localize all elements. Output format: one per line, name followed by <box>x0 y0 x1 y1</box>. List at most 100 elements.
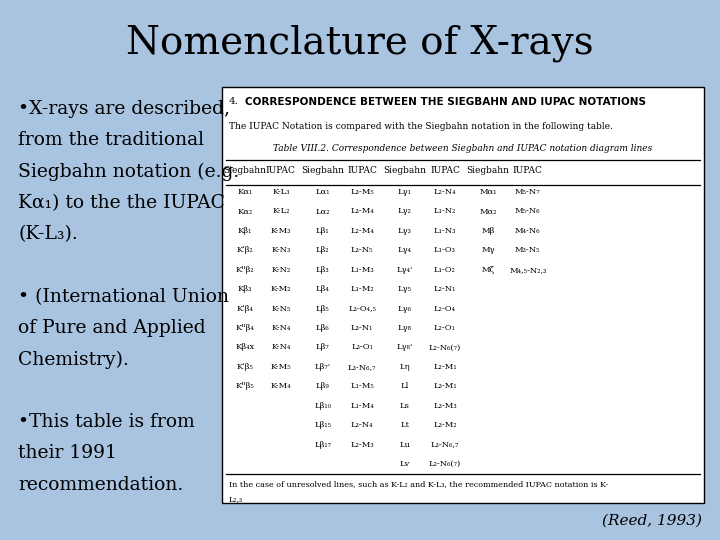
Text: Kα₂: Kα₂ <box>237 207 253 215</box>
Text: L₃-M₂: L₃-M₂ <box>433 421 456 429</box>
Text: IUPAC: IUPAC <box>513 166 543 176</box>
Text: Lγ₂: Lγ₂ <box>397 207 412 215</box>
Text: L₂-N₆(₇): L₂-N₆(₇) <box>429 343 461 352</box>
Text: K-M₄: K-M₄ <box>271 382 291 390</box>
Text: L₃-N₄: L₃-N₄ <box>351 421 374 429</box>
Text: (Reed, 1993): (Reed, 1993) <box>602 514 702 528</box>
Text: Kβ₄x: Kβ₄x <box>235 343 254 352</box>
Text: K-N₃: K-N₃ <box>271 246 290 254</box>
Text: IUPAC: IUPAC <box>347 166 377 176</box>
Text: M₄-N₆: M₄-N₆ <box>515 227 541 235</box>
Text: •X-rays are described,: •X-rays are described, <box>18 100 230 118</box>
Text: Chemistry).: Chemistry). <box>18 350 129 369</box>
Text: L₂-M₁: L₂-M₁ <box>433 363 456 371</box>
Text: K-N₄: K-N₄ <box>271 324 290 332</box>
Text: Kʹβ₂: Kʹβ₂ <box>236 246 253 254</box>
Text: Mα₁: Mα₁ <box>480 188 497 196</box>
Text: Mα₂: Mα₂ <box>480 207 497 215</box>
Text: Lβ₇': Lβ₇' <box>315 363 330 371</box>
Text: recommendation.: recommendation. <box>18 476 184 494</box>
Text: L₃-M₄: L₃-M₄ <box>351 207 374 215</box>
Text: Kα₁: Kα₁ <box>237 188 253 196</box>
Text: Lγ₄: Lγ₄ <box>397 246 412 254</box>
Text: L₃-N₁: L₃-N₁ <box>351 324 374 332</box>
Text: L₁-O₃: L₁-O₃ <box>434 246 456 254</box>
Text: Lγ₅: Lγ₅ <box>397 285 412 293</box>
Text: Lγ₈: Lγ₈ <box>397 324 412 332</box>
Text: Lα₁: Lα₁ <box>315 188 330 196</box>
Text: L₃-N₆,₇: L₃-N₆,₇ <box>431 441 459 449</box>
Text: K-N₄: K-N₄ <box>271 343 290 352</box>
Text: Kᴵᴵβ₂: Kᴵᴵβ₂ <box>235 266 254 274</box>
Text: Ll: Ll <box>400 382 409 390</box>
FancyBboxPatch shape <box>222 87 704 503</box>
Text: Lβ₃: Lβ₃ <box>316 266 329 274</box>
Text: K-N₅: K-N₅ <box>271 305 290 313</box>
Text: Kʹβ₅: Kʹβ₅ <box>236 363 253 371</box>
Text: L₂,₃: L₂,₃ <box>229 495 243 503</box>
Text: L₃-M₁: L₃-M₁ <box>433 382 456 390</box>
Text: Kᴵᴵβ₄: Kᴵᴵβ₄ <box>235 324 254 332</box>
Text: L₂-N₄: L₂-N₄ <box>433 188 456 196</box>
Text: K-N₂: K-N₂ <box>271 266 290 274</box>
Text: L₁-N₂: L₁-N₂ <box>433 207 456 215</box>
Text: IUPAC: IUPAC <box>430 166 460 176</box>
Text: K-L₃: K-L₃ <box>272 188 289 196</box>
Text: L₁-M₄: L₁-M₄ <box>351 402 374 410</box>
Text: Siegbahn: Siegbahn <box>383 166 426 176</box>
Text: Lv: Lv <box>400 460 410 468</box>
Text: Mγ: Mγ <box>482 246 495 254</box>
Text: Lη: Lη <box>400 363 410 371</box>
Text: K-L₂: K-L₂ <box>272 207 289 215</box>
Text: IUPAC: IUPAC <box>266 166 296 176</box>
Text: M₃-N₅: M₃-N₅ <box>515 246 541 254</box>
Text: Siegbahn: Siegbahn <box>223 166 266 176</box>
Text: Table VIII.2. Correspondence between Siegbahn and IUPAC notation diagram lines: Table VIII.2. Correspondence between Sie… <box>274 144 652 153</box>
Text: L₃-M₃: L₃-M₃ <box>433 402 456 410</box>
Text: Siegbahn: Siegbahn <box>301 166 344 176</box>
Text: Lγ₃: Lγ₃ <box>397 227 412 235</box>
Text: Lγ₄': Lγ₄' <box>397 266 413 274</box>
Text: L₂-O₁: L₂-O₁ <box>434 324 456 332</box>
Text: Kβ₃: Kβ₃ <box>238 285 252 293</box>
Text: Siegbahn: Siegbahn <box>467 166 510 176</box>
Text: from the traditional: from the traditional <box>18 131 204 149</box>
Text: of Pure and Applied: of Pure and Applied <box>18 319 206 337</box>
Text: Kα₁) to the the IUPAC: Kα₁) to the the IUPAC <box>18 194 225 212</box>
Text: Siegbahn notation (e.g.: Siegbahn notation (e.g. <box>18 163 239 181</box>
Text: Lu: Lu <box>399 441 410 449</box>
Text: In the case of unresolved lines, such as K-L₂ and K-L₃, the recommended IUPAC no: In the case of unresolved lines, such as… <box>229 480 608 488</box>
Text: Lβ₇: Lβ₇ <box>315 343 330 352</box>
Text: L₂-M₄: L₂-M₄ <box>351 227 374 235</box>
Text: Lβ₅: Lβ₅ <box>315 305 330 313</box>
Text: L₂-N₁: L₂-N₁ <box>433 285 456 293</box>
Text: M₅-N₆: M₅-N₆ <box>515 207 541 215</box>
Text: K-M₂: K-M₂ <box>271 285 291 293</box>
Text: their 1991: their 1991 <box>18 444 117 462</box>
Text: Lβ₁₇: Lβ₁₇ <box>314 441 331 449</box>
Text: L₃-N₅: L₃-N₅ <box>351 246 374 254</box>
Text: Ls: Ls <box>400 402 410 410</box>
Text: L₂-O₄: L₂-O₄ <box>434 305 456 313</box>
Text: Lt: Lt <box>400 421 409 429</box>
Text: Lγ₆: Lγ₆ <box>397 305 412 313</box>
Text: Lβ₁: Lβ₁ <box>316 227 329 235</box>
Text: (K-L₃).: (K-L₃). <box>18 225 78 243</box>
Text: Lβ₁₀: Lβ₁₀ <box>314 402 331 410</box>
Text: L₃-O₁: L₃-O₁ <box>351 343 373 352</box>
Text: Lβ₉: Lβ₉ <box>315 382 330 390</box>
Text: K-M₅: K-M₅ <box>271 363 291 371</box>
Text: Lα₂: Lα₂ <box>315 207 330 215</box>
Text: • (International Union: • (International Union <box>18 288 229 306</box>
Text: The IUPAC Notation is compared with the Siegbahn notation in the following table: The IUPAC Notation is compared with the … <box>229 122 613 131</box>
Text: L₃-O₄,₅: L₃-O₄,₅ <box>348 305 376 313</box>
Text: Kᴵᴵβ₅: Kᴵᴵβ₅ <box>235 382 254 390</box>
Text: K-M₃: K-M₃ <box>271 227 291 235</box>
Text: L₂-M₃: L₂-M₃ <box>351 441 374 449</box>
Text: Lγ₈': Lγ₈' <box>397 343 413 352</box>
Text: Lβ₂: Lβ₂ <box>316 246 329 254</box>
Text: L₃-N₆,₇: L₃-N₆,₇ <box>348 363 377 371</box>
Text: CORRESPONDENCE BETWEEN THE SIEGBAHN AND IUPAC NOTATIONS: CORRESPONDENCE BETWEEN THE SIEGBAHN AND … <box>245 97 646 107</box>
Text: L₁-N₃: L₁-N₃ <box>433 227 456 235</box>
Text: Lβ₄: Lβ₄ <box>315 285 330 293</box>
